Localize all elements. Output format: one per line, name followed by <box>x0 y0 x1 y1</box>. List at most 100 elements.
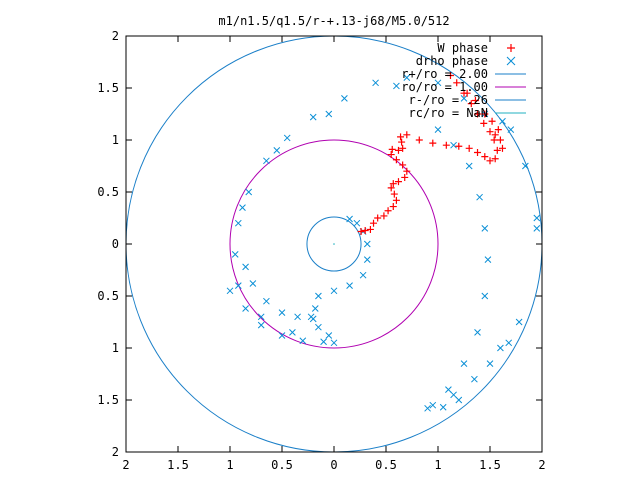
w-point <box>490 136 498 144</box>
drho-point <box>471 375 478 383</box>
drho-point <box>249 280 257 287</box>
series-drho-phase <box>226 74 541 412</box>
w-point <box>471 96 479 104</box>
w-point <box>398 138 406 146</box>
w-point <box>403 131 411 139</box>
drho-point <box>263 157 270 165</box>
x-tick-label: 2 <box>122 458 129 472</box>
drho-point <box>273 147 281 154</box>
legend-label-rplus: r+/ro = 2.00 <box>401 67 488 81</box>
legend-label-rminus: r-/ro = .26 <box>409 93 488 107</box>
drho-point <box>278 332 286 339</box>
w-point <box>486 157 494 165</box>
drho-point <box>476 193 483 201</box>
w-point <box>453 79 461 87</box>
w-point <box>486 128 494 136</box>
drho-point <box>481 225 489 232</box>
drho-point <box>278 309 286 316</box>
w-point <box>491 155 499 163</box>
y-tick-label: 0.5 <box>97 185 119 199</box>
w-point <box>493 146 501 154</box>
drho-point <box>341 95 348 102</box>
drho-point <box>460 95 468 102</box>
drho-point <box>359 271 367 279</box>
w-point <box>380 212 388 220</box>
drho-point <box>283 134 291 142</box>
drho-point <box>429 401 437 409</box>
w-point <box>446 72 454 80</box>
drho-point <box>434 126 442 133</box>
drho-point <box>330 339 338 347</box>
drho-point <box>484 256 492 263</box>
drho-point <box>289 329 296 336</box>
drho-point <box>311 305 319 312</box>
drho-point <box>325 110 333 118</box>
drho-point <box>497 344 504 352</box>
w-point <box>389 203 397 211</box>
series-w-phase <box>357 72 506 236</box>
y-tick-label: 0.5 <box>97 289 119 303</box>
x-tick-label: 1.5 <box>479 458 501 472</box>
w-point <box>392 196 400 204</box>
w-point <box>374 214 382 222</box>
y-tick-label: 2 <box>112 29 119 43</box>
w-point <box>387 151 395 159</box>
y-tick-label: 1.5 <box>97 393 119 407</box>
drho-point <box>515 318 523 326</box>
w-point <box>442 141 450 149</box>
drho-point <box>481 292 489 300</box>
drho-point <box>346 215 353 223</box>
drho-point <box>353 219 361 227</box>
legend-label-rc: rc/ro = NaN <box>409 106 488 120</box>
legend-symbol-w <box>507 44 515 52</box>
circle-r-o <box>229 139 439 349</box>
w-point <box>392 156 400 164</box>
drho-point <box>460 360 468 367</box>
w-point <box>399 161 407 169</box>
drho-point <box>372 79 379 87</box>
chart-title: m1/n1.5/q1.5/r-+.13-j68/M5.0/512 <box>218 14 449 28</box>
x-tick-label: 1.5 <box>167 458 189 472</box>
w-point <box>366 225 374 233</box>
drho-point <box>533 214 541 222</box>
drho-point <box>257 313 265 321</box>
drho-point <box>239 204 246 211</box>
drho-point <box>499 117 506 125</box>
legend-label-w: W phase <box>437 41 488 55</box>
drho-point <box>234 282 242 289</box>
drho-point <box>330 287 338 295</box>
w-point <box>455 142 463 150</box>
x-tick-label: 0.5 <box>375 458 397 472</box>
x-axis-ticks: 2 1.5 1 0.5 0 0.5 1 1.5 2 <box>122 36 546 472</box>
y-axis-ticks: 2 1.5 1 0.5 0 0.5 1 1.5 2 <box>97 29 542 459</box>
drho-point <box>346 282 353 289</box>
drho-point <box>505 339 513 347</box>
w-point <box>394 178 402 186</box>
w-point <box>429 139 437 147</box>
x-tick-label: 0 <box>330 458 337 472</box>
w-point <box>481 153 489 161</box>
w-point <box>399 144 407 152</box>
y-tick-label: 0 <box>112 237 119 251</box>
w-point <box>397 133 405 141</box>
circle-r-minus <box>306 216 362 272</box>
w-point <box>474 110 482 118</box>
w-point <box>361 226 369 234</box>
drho-point <box>363 240 371 248</box>
x-tick-label: 1 <box>434 458 441 472</box>
drho-point <box>242 305 249 312</box>
drho-point <box>307 313 315 321</box>
w-point <box>463 89 471 97</box>
w-point <box>480 119 488 127</box>
x-tick-label: 0.5 <box>271 458 293 472</box>
drho-point <box>315 292 322 300</box>
w-point <box>474 148 482 156</box>
center-point <box>333 243 335 245</box>
drho-point <box>299 337 307 345</box>
legend-symbol-drho <box>506 56 516 66</box>
legend-label-ro: ro/ro = 1.00 <box>401 80 488 94</box>
drho-point <box>309 113 317 121</box>
w-point <box>494 126 502 134</box>
